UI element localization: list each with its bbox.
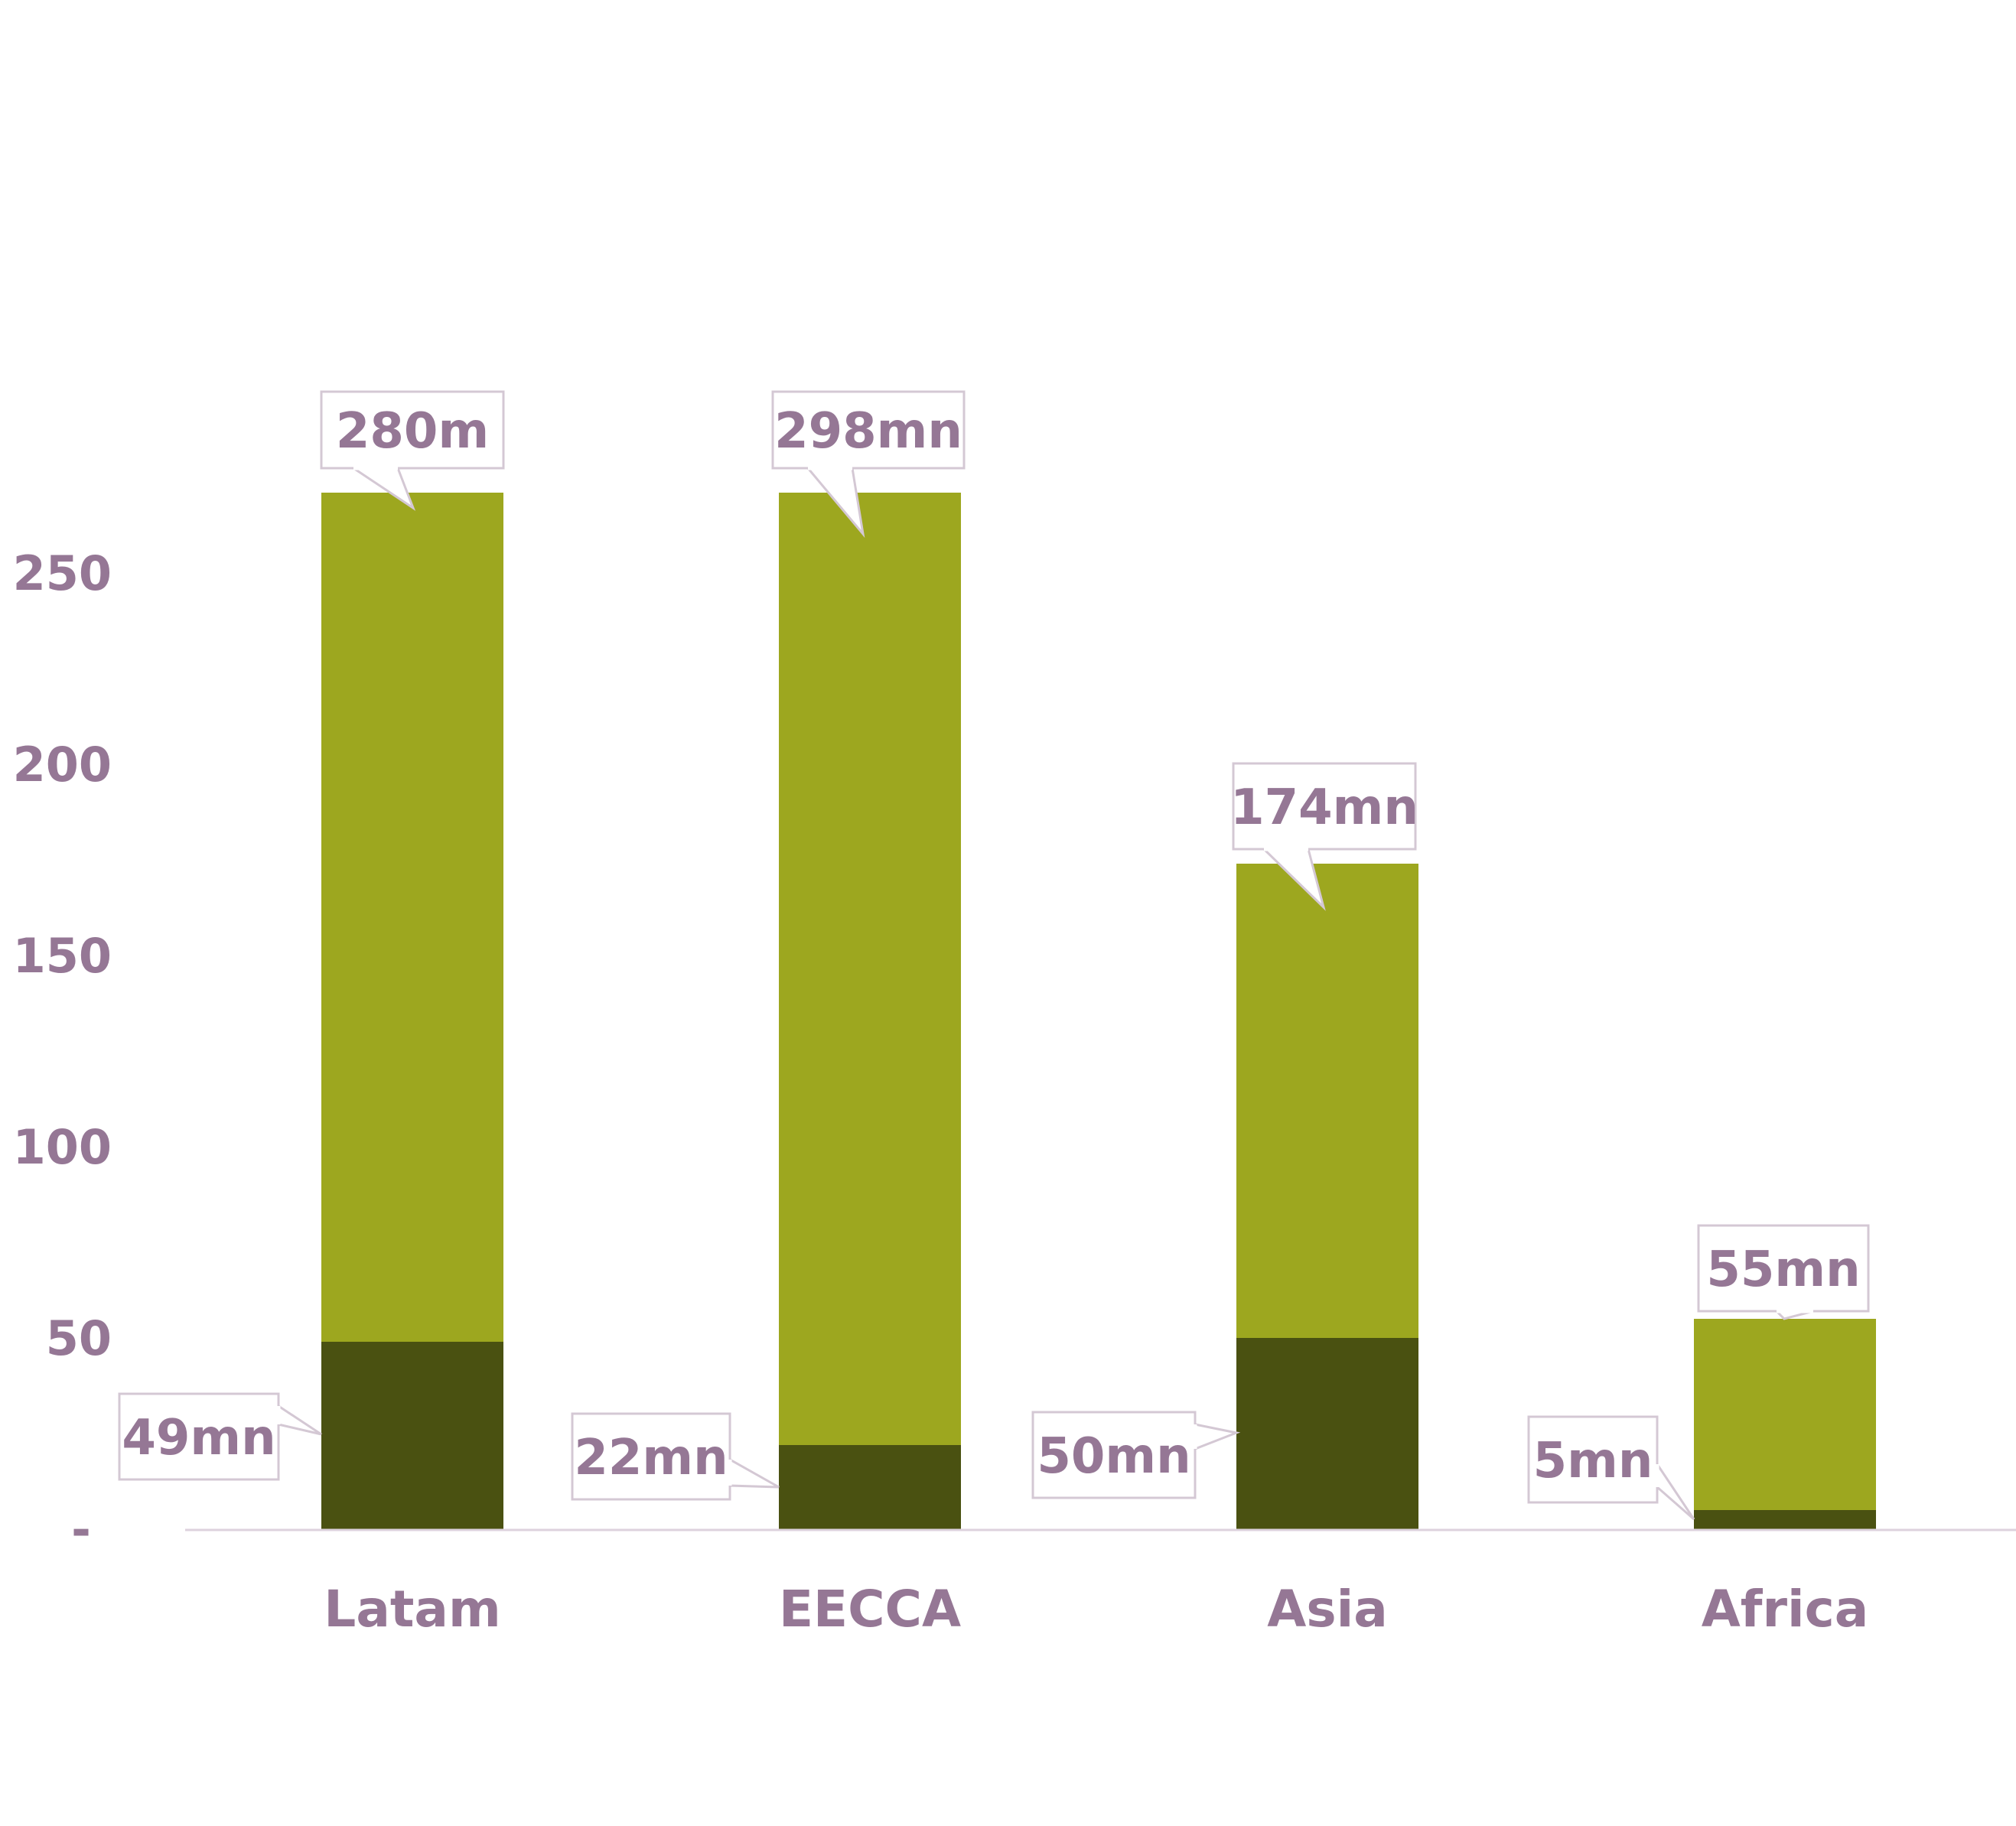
callout-label: 22mn <box>574 1430 728 1486</box>
callout-pointer <box>277 1404 322 1436</box>
callout-label: 280m <box>336 403 489 460</box>
y-tick-label: 150 <box>13 928 112 984</box>
callout-box <box>571 1412 731 1501</box>
callout-label: 49mn <box>122 1410 275 1466</box>
bar-bottom-segment <box>1236 1338 1418 1529</box>
bottom-label-asia: 50mn <box>1031 1411 1241 1499</box>
callout-box <box>771 390 966 470</box>
x-category-label: EECCA <box>779 1580 961 1639</box>
callout-box <box>1232 762 1417 851</box>
callout-label: 55mn <box>1706 1242 1860 1298</box>
bar-top-segment <box>1236 864 1418 1338</box>
bar-top-segment <box>1694 1319 1876 1510</box>
y-tick-label: 250 <box>13 545 112 601</box>
bottom-label-africa: 5mn <box>1527 1415 1695 1521</box>
bar-bottom-segment <box>779 1445 961 1529</box>
bar-bottom-segment <box>321 1342 503 1529</box>
y-tick-label: 50 <box>46 1310 112 1366</box>
callout-label: 298mn <box>774 403 962 460</box>
bottom-label-latam: 49mn <box>118 1392 322 1481</box>
callout-pointer <box>1194 1423 1241 1451</box>
callout-box <box>320 390 505 470</box>
callout-box <box>118 1392 280 1481</box>
x-axis-categories: Latam EECCA Asia Africa <box>324 1580 1868 1639</box>
bars-group <box>321 493 1876 1529</box>
y-axis-ticks: - 50 100 150 200 250 <box>13 545 112 1557</box>
callout-label: 174mn <box>1230 780 1418 836</box>
bar-bottom-segment <box>1694 1510 1876 1529</box>
callout-box <box>1031 1411 1197 1499</box>
bottom-label-eecca: 22mn <box>571 1412 780 1501</box>
y-tick-label: - <box>71 1502 91 1557</box>
bar-top-segment <box>779 493 961 1445</box>
callout-box <box>1697 1224 1870 1313</box>
x-category-label: Latam <box>324 1580 500 1639</box>
y-tick-label: 200 <box>13 737 112 793</box>
callout-pointer <box>1656 1460 1695 1521</box>
total-label-latam: 280m <box>320 390 505 511</box>
callout-label: 5mn <box>1533 1433 1653 1489</box>
y-tick-label: 100 <box>13 1119 112 1175</box>
callout-box <box>1527 1415 1659 1504</box>
data-label-callouts: 280m 298mn 174mn 55mn 49mn 22mn 50mn 5mn <box>118 390 1870 1521</box>
total-label-eecca: 298mn <box>771 390 966 539</box>
total-label-asia: 174mn <box>1230 762 1418 911</box>
x-category-label: Asia <box>1267 1580 1388 1639</box>
callout-pointer <box>728 1457 780 1489</box>
total-label-africa: 55mn <box>1697 1224 1870 1320</box>
x-category-label: Africa <box>1702 1580 1869 1639</box>
callout-label: 50mn <box>1037 1428 1190 1485</box>
bar-top-segment <box>321 493 503 1342</box>
